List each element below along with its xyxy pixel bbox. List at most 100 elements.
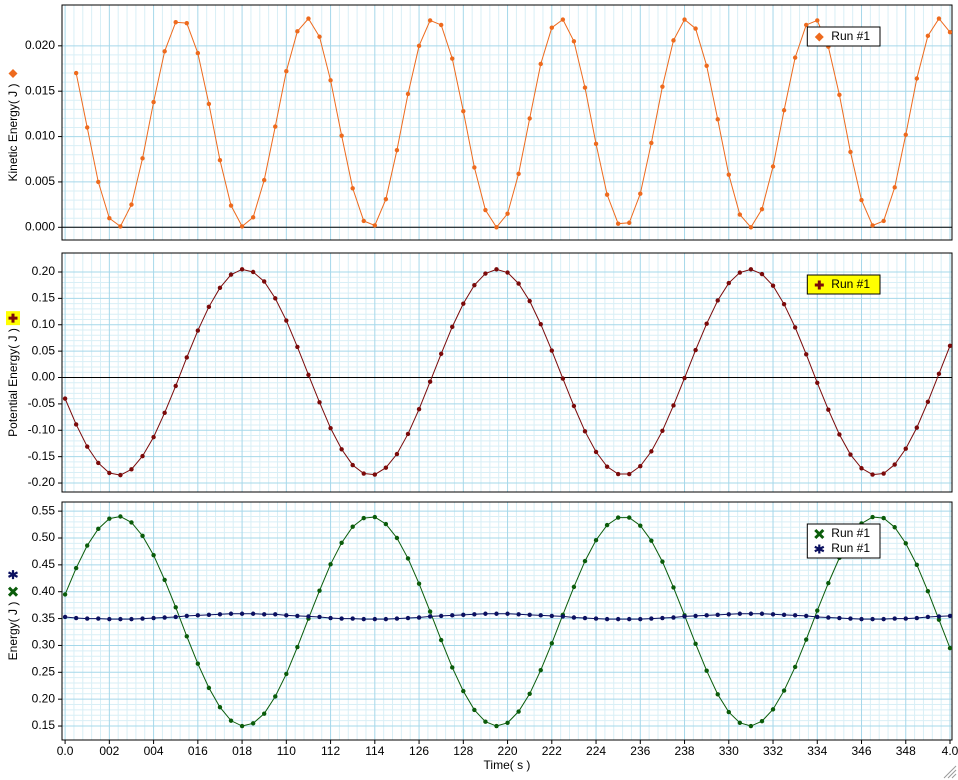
- data-point: [151, 434, 156, 440]
- data-point: [582, 615, 588, 621]
- data-point: [85, 125, 90, 130]
- y-tick-label: -0.05: [28, 396, 56, 410]
- y-tick-label: 0.20: [32, 264, 56, 278]
- data-point: [450, 613, 455, 618]
- data-point: [925, 33, 931, 39]
- data-point: [416, 406, 422, 412]
- data-point: [704, 613, 709, 618]
- data-point: [759, 718, 765, 724]
- data-point: [306, 16, 311, 21]
- data-point: [936, 614, 942, 619]
- legend-box: [806, 274, 881, 295]
- data-point: [748, 267, 754, 272]
- data-point: [483, 207, 488, 213]
- data-point: [649, 538, 654, 543]
- data-point: [295, 344, 300, 350]
- data-point: [173, 383, 178, 389]
- data-point: [273, 612, 278, 617]
- data-point: [859, 466, 864, 471]
- data-point: [914, 76, 920, 81]
- data-point: [516, 709, 521, 714]
- y-tick-label: 0.40: [32, 584, 56, 598]
- legend-label: Run #1: [831, 541, 870, 555]
- x-tick-label: 334: [807, 744, 827, 758]
- data-point: [118, 616, 123, 622]
- data-point: [693, 347, 698, 353]
- data-point: [273, 694, 278, 699]
- data-point: [627, 471, 632, 477]
- data-point: [881, 471, 886, 476]
- data-point: [250, 721, 256, 726]
- data-point: [604, 522, 610, 528]
- data-point: [217, 612, 223, 617]
- data-point: [472, 612, 477, 617]
- data-point: [792, 325, 798, 330]
- data-point: [206, 612, 212, 618]
- data-point: [804, 613, 809, 619]
- data-point: [427, 18, 433, 23]
- data-point: [947, 613, 952, 619]
- data-point: [228, 718, 234, 723]
- data-point: [549, 348, 554, 353]
- data-point: [715, 298, 720, 303]
- data-point: [627, 220, 632, 225]
- data-point: [593, 537, 599, 543]
- y-axis-label: Energy( J ): [6, 602, 20, 661]
- data-point: [416, 43, 422, 49]
- data-point: [96, 526, 101, 532]
- y-axis-symbol: [8, 570, 18, 580]
- data-point: [770, 612, 776, 617]
- data-point: [914, 615, 920, 621]
- data-point: [107, 616, 112, 622]
- data-point: [804, 352, 809, 357]
- data-point: [737, 212, 743, 217]
- data-point: [85, 543, 90, 548]
- data-point: [383, 616, 389, 622]
- data-point: [483, 611, 488, 616]
- data-point: [239, 611, 245, 616]
- data-point: [228, 611, 234, 616]
- data-point: [306, 614, 311, 619]
- y-tick-label: 0.45: [32, 557, 56, 571]
- data-point: [184, 613, 189, 619]
- data-point: [571, 39, 577, 44]
- x-tick-label: 018: [232, 744, 252, 758]
- data-point: [195, 661, 201, 666]
- data-point: [936, 16, 942, 21]
- data-point: [118, 224, 123, 229]
- data-point: [815, 614, 820, 620]
- y-axis-symbol: [8, 68, 18, 78]
- data-point: [361, 616, 366, 622]
- data-point: [792, 664, 798, 670]
- x-tick-label: 236: [630, 744, 650, 758]
- data-point: [228, 203, 234, 208]
- y-tick-label: 0.015: [25, 83, 55, 97]
- data-point: [660, 428, 665, 433]
- data-point: [704, 63, 709, 68]
- data-point: [96, 616, 101, 621]
- data-point: [759, 271, 765, 277]
- data-point: [505, 611, 510, 616]
- data-point: [704, 321, 709, 326]
- data-point: [737, 611, 743, 616]
- data-point: [273, 124, 278, 129]
- data-point: [317, 400, 322, 405]
- data-point: [914, 562, 920, 568]
- legend-box: [806, 26, 881, 47]
- data-point: [505, 720, 510, 726]
- data-point: [195, 50, 201, 56]
- data-point: [73, 70, 79, 76]
- data-point: [505, 211, 510, 216]
- data-point: [151, 552, 156, 558]
- data-point: [870, 514, 875, 520]
- data-point: [85, 444, 90, 449]
- data-point: [693, 613, 698, 619]
- x-tick-label: 002: [99, 744, 119, 758]
- data-point: [527, 116, 532, 121]
- data-point: [615, 515, 621, 520]
- data-point: [715, 612, 720, 618]
- data-point: [759, 611, 765, 616]
- plot-frame: [61, 501, 953, 741]
- data-point: [571, 403, 577, 409]
- data-point: [748, 225, 754, 230]
